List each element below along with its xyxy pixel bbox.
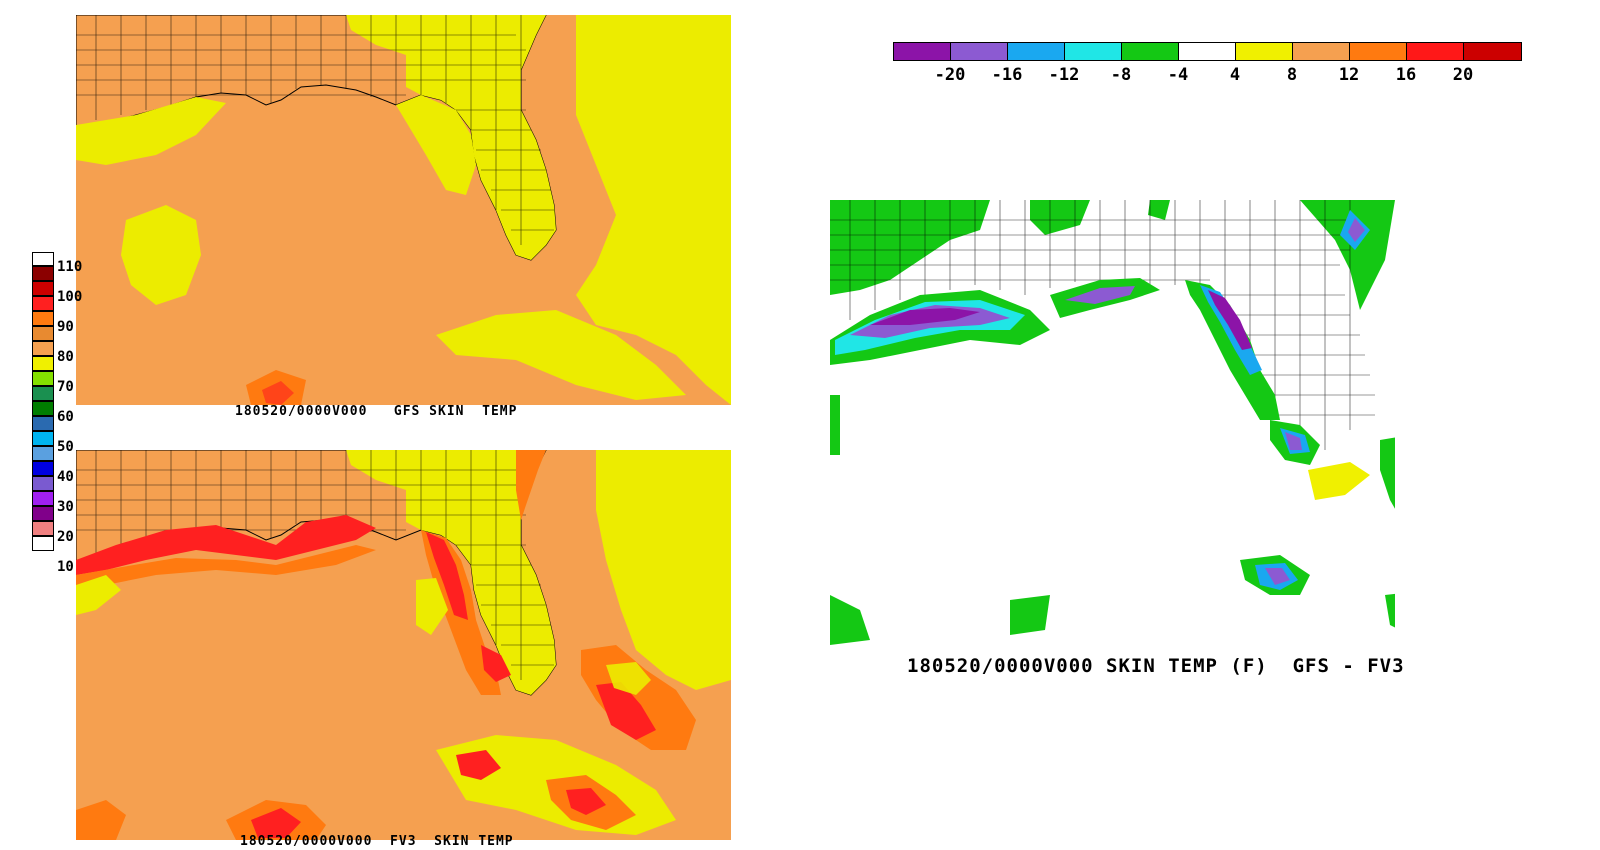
legend-label: 10: [57, 559, 74, 575]
legend-swatch: [32, 326, 54, 341]
legend-label: 30: [57, 499, 74, 515]
legend-swatch: [1293, 43, 1350, 60]
legend-swatch: [32, 446, 54, 461]
legend-label: 100: [57, 289, 83, 305]
legend-swatch: [32, 386, 54, 401]
legend-label: 40: [57, 469, 74, 485]
gfs-skin-temp-map: [76, 15, 731, 405]
legend-swatch: [32, 296, 54, 311]
legend-swatch: [951, 43, 1008, 60]
legend-swatch: [1407, 43, 1464, 60]
difference-map-caption: 180520/0000V000 SKIN TEMP (F) GFS - FV3: [907, 655, 1405, 677]
legend-swatch: [32, 431, 54, 446]
legend-swatch: [32, 371, 54, 386]
fv3-map-caption: 180520/0000V000 FV3 SKIN TEMP: [240, 834, 514, 849]
legend-swatch: [32, 401, 54, 416]
legend-label: -4: [1167, 65, 1189, 85]
legend-label: -8: [1110, 65, 1132, 85]
legend-swatch: [1008, 43, 1065, 60]
legend-swatch: [1065, 43, 1122, 60]
legend-label: 20: [1452, 65, 1474, 85]
legend-swatch: [32, 536, 54, 551]
legend-swatch: [32, 311, 54, 326]
legend-swatch: [32, 521, 54, 536]
legend-label: 50: [57, 439, 74, 455]
legend-swatch: [32, 281, 54, 296]
legend-swatch: [894, 43, 951, 60]
legend-label: -20: [934, 65, 966, 85]
legend-label: 20: [57, 529, 74, 545]
legend-label: 16: [1395, 65, 1417, 85]
legend-label: 90: [57, 319, 74, 335]
legend-swatch: [32, 341, 54, 356]
legend-swatch: [32, 476, 54, 491]
legend-swatch: [32, 266, 54, 281]
difference-legend-bar: [893, 42, 1522, 61]
legend-label: 4: [1229, 65, 1241, 85]
legend-swatch: [32, 416, 54, 431]
legend-swatch: [32, 461, 54, 476]
legend-swatch: [32, 506, 54, 521]
legend-label: 60: [57, 409, 74, 425]
legend-label: 8: [1286, 65, 1298, 85]
legend-swatch: [32, 252, 54, 266]
legend-swatch: [32, 491, 54, 506]
legend-label: -16: [991, 65, 1023, 85]
difference-legend: -20 -16 -12 -8 -4 4 8 12 16 20: [893, 42, 1522, 85]
legend-label: 70: [57, 379, 74, 395]
legend-label: -12: [1048, 65, 1080, 85]
fv3-skin-temp-map: [76, 450, 731, 840]
gfs-map-caption: 180520/0000V000 GFS SKIN TEMP: [235, 404, 518, 419]
legend-swatch: [1179, 43, 1236, 60]
legend-swatch: [32, 356, 54, 371]
difference-map: [830, 200, 1395, 655]
legend-label: 12: [1338, 65, 1360, 85]
legend-swatch: [1122, 43, 1179, 60]
legend-swatch: [1236, 43, 1293, 60]
legend-label: 110: [57, 259, 83, 275]
legend-swatch: [1464, 43, 1521, 60]
legend-swatch: [1350, 43, 1407, 60]
legend-label: 80: [57, 349, 74, 365]
